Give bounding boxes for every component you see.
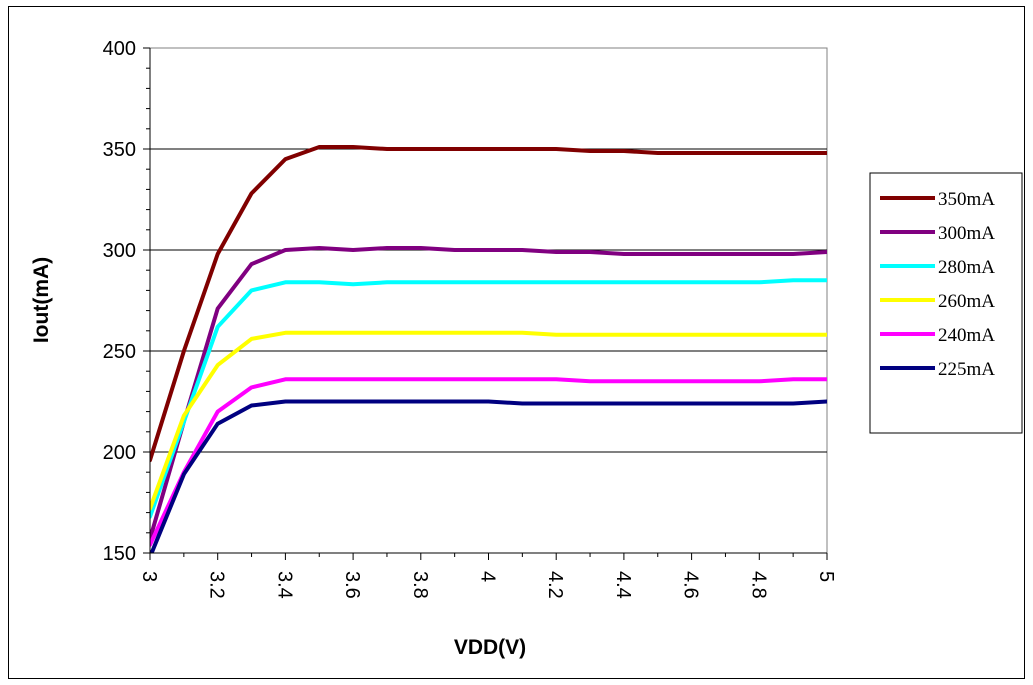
x-tick-label: 3.8	[409, 571, 431, 599]
legend-label: 225mA	[938, 359, 995, 380]
series-line-280mA	[150, 278, 827, 519]
y-tick-label: 200	[103, 442, 136, 464]
x-tick-label: 3.4	[273, 571, 295, 599]
legend-label: 240mA	[938, 325, 995, 346]
legend-label: 350mA	[938, 189, 995, 210]
y-tick-label: 250	[103, 341, 136, 363]
legend: 350mA 300mA 280mA 260mA 240mA 225mA	[869, 172, 1023, 434]
series-line-300mA	[150, 246, 827, 541]
series-line-260mA	[150, 330, 827, 511]
x-tick-label: 4	[477, 571, 499, 582]
y-axis-title: Iout(mA)	[30, 257, 53, 343]
legend-label: 280mA	[938, 257, 995, 278]
x-axis-title: VDD(V)	[454, 636, 526, 659]
x-tick-label: 3.2	[206, 571, 228, 599]
series-lines	[150, 145, 827, 553]
x-tick-label: 4.2	[544, 571, 566, 599]
y-tick-label: 400	[103, 38, 136, 60]
y-tick-label: 300	[103, 240, 136, 262]
legend-label: 300mA	[938, 223, 995, 244]
legend-box	[869, 172, 1023, 434]
x-tick-label: 4.6	[680, 571, 702, 599]
series-line-350mA	[150, 145, 827, 463]
x-tick-label: 4.8	[747, 571, 769, 599]
plot-area	[149, 47, 828, 554]
y-tick-label: 150	[103, 543, 136, 565]
x-tick-labels: 3 3.2 3.4 3.6 3.8 4 4.2 4.4 4.6 4.8 5	[138, 553, 837, 599]
legend-label: 260mA	[938, 291, 995, 312]
x-tick-label: 5	[815, 571, 837, 582]
x-tick-label: 4.4	[612, 571, 634, 599]
y-tick-labels: 150 200 250 300 350 400	[103, 38, 150, 565]
series-line-240mA	[150, 377, 827, 547]
x-tick-label: 3.6	[341, 571, 363, 599]
series-line-225mA	[150, 399, 827, 553]
x-tick-label: 3	[138, 571, 160, 582]
y-tick-label: 350	[103, 139, 136, 161]
